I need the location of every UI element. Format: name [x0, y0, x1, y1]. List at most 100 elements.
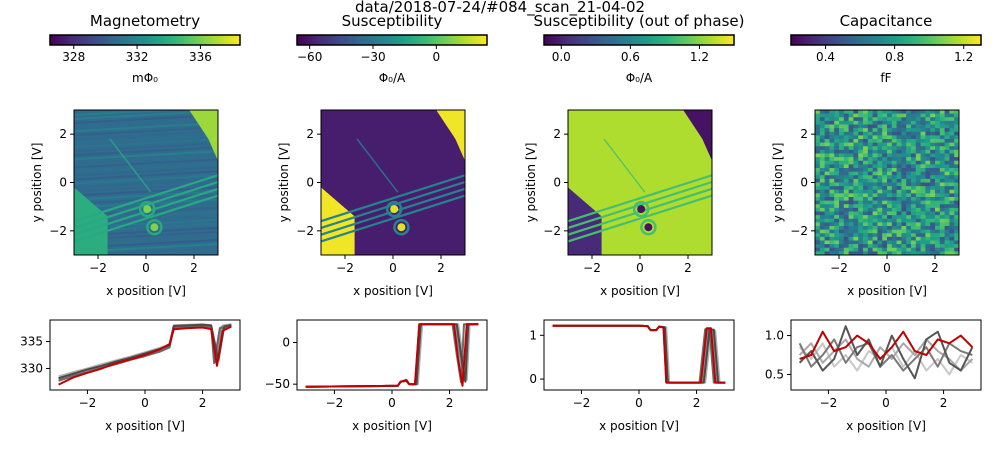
y-tick-label: 1.0: [765, 329, 784, 343]
heatmap-cell: [935, 229, 941, 234]
heatmap-cell: [915, 113, 922, 118]
heatmap-cell: [839, 211, 845, 216]
figure-suptitle: data/2018-07-24/#084_scan_21-04-02: [355, 0, 645, 17]
heatmap-cell: [939, 146, 946, 151]
heatmap-cell: [839, 164, 845, 169]
heatmap-cell: [896, 215, 902, 220]
x-tick-label: −2: [79, 396, 97, 410]
heatmap-cell: [944, 236, 950, 242]
heatmap-cell: [925, 157, 931, 162]
heatmap-cell: [915, 175, 922, 180]
heatmap-cell: [944, 168, 950, 173]
heatmap-cell: [930, 149, 936, 155]
heatmap-cell: [843, 120, 850, 126]
heatmap-cell: [834, 146, 840, 151]
heatmap-cell: [853, 135, 859, 140]
heatmap-cell: [944, 164, 950, 169]
heatmap-cell: [954, 189, 959, 194]
heatmap-cell: [939, 215, 946, 220]
heatmap-cell: [824, 135, 830, 140]
heatmap-cell: [872, 211, 878, 216]
heatmap-cell: [843, 153, 850, 158]
heatmap-cell: [834, 240, 840, 245]
heatmap-cell: [920, 197, 926, 202]
heatmap-cell: [858, 153, 864, 158]
y-tick-label: −2: [49, 224, 67, 238]
heatmap-cell: [944, 153, 950, 158]
heatmap-cell: [911, 142, 917, 147]
heatmap-cell: [858, 171, 864, 176]
heatmap-ring-core: [397, 223, 406, 232]
heatmap-cell: [935, 164, 941, 169]
heatmap-cell: [906, 197, 912, 202]
heatmap-cell: [867, 160, 874, 165]
heatmap-cell: [877, 189, 883, 194]
y-tick-label: 335: [20, 335, 43, 349]
heatmap-cell: [824, 168, 830, 173]
heatmap-cell: [867, 139, 874, 144]
heatmap-streak: [74, 178, 218, 189]
heatmap-cell: [819, 215, 826, 220]
heatmap-cell: [834, 139, 840, 144]
heatmap-cell: [848, 251, 854, 255]
heatmap-cell: [824, 124, 830, 129]
heatmap-cell: [944, 200, 950, 205]
heatmap-cell: [853, 189, 859, 194]
heatmap-cell: [867, 233, 874, 238]
heatmap-cell: [920, 168, 926, 173]
heatmap-cell: [843, 189, 850, 194]
heatmap-cell: [867, 247, 874, 252]
heatmap-cell: [891, 251, 898, 255]
heatmap-cell: [839, 182, 845, 187]
heatmap-cell: [834, 182, 840, 187]
heatmap-cell: [896, 117, 902, 122]
heatmap-cell: [944, 110, 950, 115]
heatmap-cell: [819, 204, 826, 209]
heatmap-cell: [891, 157, 898, 162]
heatmap-cell: [891, 211, 898, 216]
heatmap-cell: [935, 251, 941, 255]
heatmap-cell: [896, 200, 902, 205]
heatmap-cell: [911, 186, 917, 191]
heatmap-cell: [920, 233, 926, 238]
panel-title: Susceptibility: [342, 12, 443, 30]
heatmap-cell: [882, 124, 888, 129]
heatmap-ring: [640, 218, 657, 236]
heatmap-cell: [925, 110, 931, 115]
heatmap-cell: [815, 168, 821, 173]
heatmap-cell: [925, 189, 931, 194]
heatmap-cell: [920, 247, 926, 252]
heatmap-cell: [896, 226, 902, 231]
heatmap-cell: [848, 193, 854, 198]
heatmap-cell: [901, 229, 907, 234]
heatmap-cell: [925, 226, 931, 231]
heatmap-cell: [925, 120, 931, 126]
heatmap-cell: [843, 110, 850, 115]
heatmap-cell: [906, 226, 912, 231]
heatmap-cell: [872, 142, 878, 147]
heatmap-cell: [853, 139, 859, 144]
heatmap-cell: [829, 128, 835, 133]
heatmap-cell: [939, 178, 946, 184]
heatmap-cell: [834, 120, 840, 126]
heatmap-image: [321, 110, 465, 255]
heatmap-cell: [834, 124, 840, 129]
heatmap-cell: [891, 113, 898, 118]
heatmap-cell: [824, 215, 830, 220]
heatmap-cell: [829, 117, 835, 122]
series-line: [305, 323, 479, 388]
heatmap-cell: [843, 113, 850, 118]
heatmap-cell: [843, 117, 850, 122]
heatmap-cell: [930, 131, 936, 136]
heatmap-cell: [944, 251, 950, 255]
heatmap-cell: [843, 139, 850, 144]
heatmap-cell: [843, 244, 850, 249]
heatmap-cell: [834, 204, 840, 209]
heatmap-cell: [949, 175, 955, 180]
heatmap-cell: [887, 229, 893, 234]
heatmap-cell: [848, 142, 854, 147]
heatmap-cell: [935, 146, 941, 151]
heatmap-cell: [954, 157, 959, 162]
heatmap-cell: [867, 193, 874, 198]
heatmap-cell: [901, 197, 907, 202]
